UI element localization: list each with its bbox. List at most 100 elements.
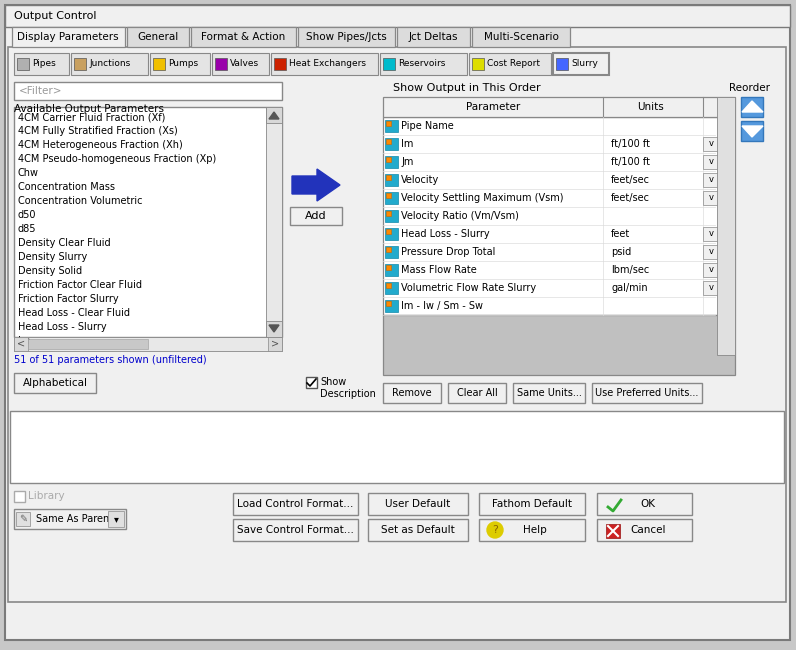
Bar bbox=[306, 377, 317, 388]
Text: Same As Parent: Same As Parent bbox=[37, 514, 114, 524]
Text: OK: OK bbox=[641, 499, 655, 509]
Bar bbox=[385, 138, 398, 150]
Text: ?: ? bbox=[492, 525, 498, 535]
Text: Clear All: Clear All bbox=[457, 388, 498, 398]
Text: feet/sec: feet/sec bbox=[611, 175, 650, 185]
Bar bbox=[741, 97, 763, 117]
Bar bbox=[386, 211, 391, 216]
Text: Pressure Drop Total: Pressure Drop Total bbox=[401, 247, 495, 257]
Bar bbox=[703, 245, 721, 259]
Text: Same Units...: Same Units... bbox=[517, 388, 581, 398]
Text: Density Solid: Density Solid bbox=[18, 266, 82, 276]
Bar bbox=[385, 228, 398, 240]
Text: v: v bbox=[708, 176, 713, 185]
Text: Chw: Chw bbox=[18, 168, 39, 178]
Bar bbox=[266, 107, 282, 123]
Bar bbox=[14, 509, 126, 529]
Bar bbox=[553, 53, 609, 75]
Text: Library: Library bbox=[28, 491, 64, 501]
Bar bbox=[703, 173, 721, 187]
Bar bbox=[212, 53, 269, 75]
Bar bbox=[386, 193, 391, 198]
Text: Show Output in This Order: Show Output in This Order bbox=[393, 83, 540, 93]
Text: Heat Exchangers: Heat Exchangers bbox=[289, 60, 366, 68]
Bar bbox=[385, 174, 398, 186]
Bar bbox=[703, 155, 721, 169]
Text: Show Pipes/Jcts: Show Pipes/Jcts bbox=[306, 32, 386, 42]
Bar bbox=[17, 58, 29, 70]
Text: Reservoirs: Reservoirs bbox=[398, 60, 446, 68]
Text: psid: psid bbox=[611, 247, 631, 257]
Text: Im - Iw / Sm - Sw: Im - Iw / Sm - Sw bbox=[401, 301, 483, 311]
Bar bbox=[383, 383, 441, 403]
Bar bbox=[233, 519, 358, 541]
Text: Add: Add bbox=[305, 211, 327, 221]
Bar bbox=[597, 519, 692, 541]
Text: v: v bbox=[708, 248, 713, 257]
Bar bbox=[271, 53, 378, 75]
Text: Available Output Parameters: Available Output Parameters bbox=[14, 104, 164, 114]
Bar bbox=[14, 373, 96, 393]
Text: Mass Flow Rate: Mass Flow Rate bbox=[401, 265, 477, 275]
Text: Velocity Ratio (Vm/Vsm): Velocity Ratio (Vm/Vsm) bbox=[401, 211, 519, 221]
Text: ft/100 ft: ft/100 ft bbox=[611, 157, 650, 167]
Bar bbox=[268, 337, 282, 351]
Text: Save Control Format...: Save Control Format... bbox=[236, 525, 353, 535]
Bar bbox=[479, 493, 585, 515]
Text: 4CM Fully Stratified Fraction (Xs): 4CM Fully Stratified Fraction (Xs) bbox=[18, 126, 178, 136]
Bar bbox=[380, 53, 467, 75]
Bar bbox=[274, 58, 286, 70]
Bar bbox=[397, 27, 470, 47]
Bar bbox=[14, 53, 69, 75]
Polygon shape bbox=[269, 112, 279, 119]
Text: Multi-Scenario: Multi-Scenario bbox=[483, 32, 559, 42]
Text: Density Clear Fluid: Density Clear Fluid bbox=[18, 238, 111, 248]
Text: feet/sec: feet/sec bbox=[611, 193, 650, 203]
Bar bbox=[703, 227, 721, 241]
Text: Volumetric Flow Rate Slurry: Volumetric Flow Rate Slurry bbox=[401, 283, 537, 293]
Text: ✎: ✎ bbox=[19, 514, 27, 524]
Text: Jct Deltas: Jct Deltas bbox=[408, 32, 458, 42]
Text: d50: d50 bbox=[18, 210, 37, 220]
Text: Units: Units bbox=[638, 102, 665, 112]
Text: 4CM Heterogeneous Fraction (Xh): 4CM Heterogeneous Fraction (Xh) bbox=[18, 140, 183, 150]
Text: 4CM Pseudo-homogeneous Fraction (Xp): 4CM Pseudo-homogeneous Fraction (Xp) bbox=[18, 154, 217, 164]
Bar bbox=[14, 491, 25, 502]
Text: Jm: Jm bbox=[401, 157, 413, 167]
Bar bbox=[5, 5, 790, 27]
Bar bbox=[386, 121, 391, 126]
Bar bbox=[386, 301, 391, 306]
Text: Show
Description: Show Description bbox=[320, 377, 376, 398]
Text: v: v bbox=[708, 229, 713, 239]
Text: Velocity Settling Maximum (Vsm): Velocity Settling Maximum (Vsm) bbox=[401, 193, 564, 203]
Text: Cancel: Cancel bbox=[630, 525, 665, 535]
Bar bbox=[153, 58, 165, 70]
Bar bbox=[386, 283, 391, 288]
Bar bbox=[298, 27, 395, 47]
Text: 51 of 51 parameters shown (unfiltered): 51 of 51 parameters shown (unfiltered) bbox=[14, 355, 207, 365]
Text: Format & Action: Format & Action bbox=[201, 32, 285, 42]
Text: v: v bbox=[708, 283, 713, 292]
Bar bbox=[472, 58, 484, 70]
Text: Friction Factor Slurry: Friction Factor Slurry bbox=[18, 294, 119, 304]
Bar bbox=[385, 192, 398, 204]
Text: Slurry: Slurry bbox=[571, 60, 598, 68]
Bar bbox=[10, 411, 784, 483]
Bar bbox=[386, 157, 391, 162]
Polygon shape bbox=[269, 325, 279, 332]
Bar bbox=[703, 281, 721, 295]
Bar bbox=[606, 524, 620, 538]
Text: ft/100 ft: ft/100 ft bbox=[611, 139, 650, 149]
Bar bbox=[266, 321, 282, 337]
Bar bbox=[108, 511, 124, 527]
Bar bbox=[385, 246, 398, 258]
Bar bbox=[479, 519, 585, 541]
Text: v: v bbox=[708, 265, 713, 274]
Text: Alphabetical: Alphabetical bbox=[22, 378, 88, 388]
Bar bbox=[385, 264, 398, 276]
Bar bbox=[14, 337, 28, 351]
Text: gal/min: gal/min bbox=[611, 283, 648, 293]
Bar bbox=[368, 519, 468, 541]
Bar bbox=[71, 53, 148, 75]
Bar bbox=[448, 383, 506, 403]
